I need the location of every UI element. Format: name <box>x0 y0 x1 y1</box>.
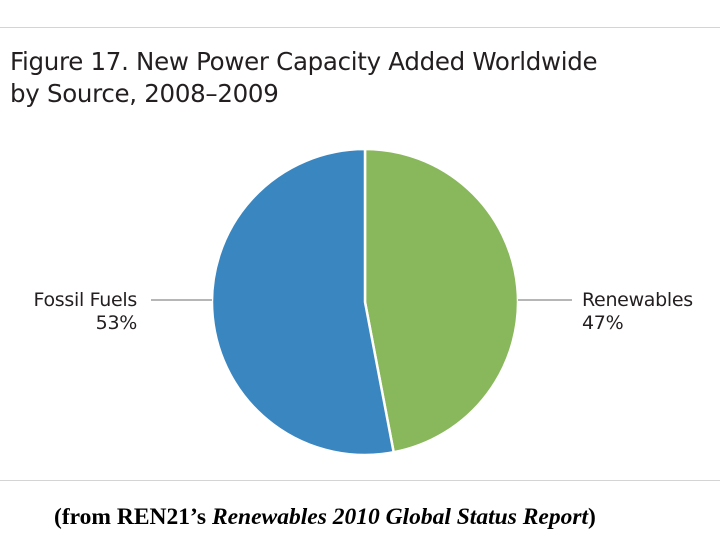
source-caption: (from REN21’s Renewables 2010 Global Sta… <box>54 504 596 531</box>
slice-name-fossil-fuels: Fossil Fuels <box>33 289 138 311</box>
pie-slice-renewables <box>363 147 520 454</box>
chart-title-line-2: by Source, 2008–2009 <box>10 79 279 108</box>
slice-label-renewables: Renewables 47% <box>582 289 693 335</box>
chart-title-line-1: Figure 17. New Power Capacity Added Worl… <box>10 47 598 76</box>
bottom-rule <box>0 480 720 481</box>
caption-suffix: ) <box>588 504 596 530</box>
slice-label-fossil-fuels: Fossil Fuels 53% <box>33 289 138 335</box>
top-rule <box>0 27 720 28</box>
slice-value-fossil-fuels: 53% <box>95 312 138 334</box>
pie-slices <box>210 147 520 457</box>
caption-prefix: (from REN21’s <box>54 504 212 530</box>
slice-name-renewables: Renewables <box>582 289 693 311</box>
slice-value-renewables: 47% <box>582 312 624 334</box>
pie-slice-fossil-fuels <box>210 147 395 457</box>
caption-report-title: Renewables 2010 Global Status Report <box>211 504 588 530</box>
chart-title: Figure 17. New Power Capacity Added Worl… <box>10 46 598 110</box>
